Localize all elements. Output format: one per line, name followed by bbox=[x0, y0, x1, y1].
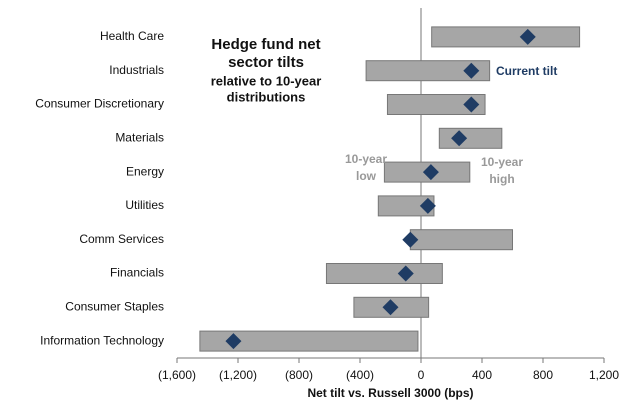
current-marker bbox=[397, 265, 414, 282]
category-label: Consumer Discretionary bbox=[35, 97, 164, 111]
category-label: Financials bbox=[110, 266, 164, 280]
range-bar bbox=[438, 127, 503, 149]
current-marker bbox=[419, 197, 436, 214]
current-marker bbox=[402, 231, 419, 248]
legend-low: 10-year bbox=[345, 152, 387, 166]
x-tick-label: (800) bbox=[285, 368, 313, 382]
legend-high: high bbox=[489, 172, 514, 186]
x-axis-title: Net tilt vs. Russell 3000 (bps) bbox=[307, 386, 473, 400]
x-tick-label: (400) bbox=[346, 368, 374, 382]
category-label: Information Technology bbox=[40, 333, 164, 347]
current-marker bbox=[519, 28, 536, 45]
chart-title: Hedge fund net bbox=[211, 36, 320, 53]
current-marker bbox=[225, 333, 242, 350]
category-label: Utilities bbox=[125, 198, 164, 212]
current-marker bbox=[463, 62, 480, 79]
category-label: Industrials bbox=[109, 63, 164, 77]
legend-high: 10-year bbox=[481, 155, 523, 169]
range-bar bbox=[431, 26, 581, 48]
legend-low: low bbox=[356, 169, 377, 183]
x-tick-label: (1,600) bbox=[158, 368, 196, 382]
current-marker bbox=[382, 299, 399, 316]
x-tick-label: 400 bbox=[472, 368, 492, 382]
range-bar bbox=[409, 229, 514, 251]
range-bar bbox=[386, 94, 486, 115]
current-marker bbox=[451, 130, 468, 147]
chart-subtitle: relative to 10-year bbox=[211, 73, 322, 88]
range-bar bbox=[199, 330, 419, 352]
legend-current: Current tilt bbox=[496, 64, 557, 78]
current-marker bbox=[463, 96, 480, 113]
range-bar bbox=[365, 60, 491, 82]
category-label: Materials bbox=[115, 130, 164, 144]
x-tick-label: (1,200) bbox=[219, 368, 257, 382]
x-tick-label: 0 bbox=[418, 368, 425, 382]
category-label: Comm Services bbox=[79, 232, 164, 246]
x-tick-label: 800 bbox=[533, 368, 553, 382]
x-tick-label: 1,200 bbox=[589, 368, 619, 382]
chart-subtitle: distributions bbox=[227, 89, 306, 104]
category-label: Consumer Staples bbox=[65, 299, 164, 313]
chart-title: sector tilts bbox=[228, 54, 304, 71]
current-marker bbox=[422, 164, 439, 181]
category-label: Health Care bbox=[100, 29, 164, 43]
range-bar bbox=[325, 263, 443, 284]
category-label: Energy bbox=[126, 164, 164, 178]
